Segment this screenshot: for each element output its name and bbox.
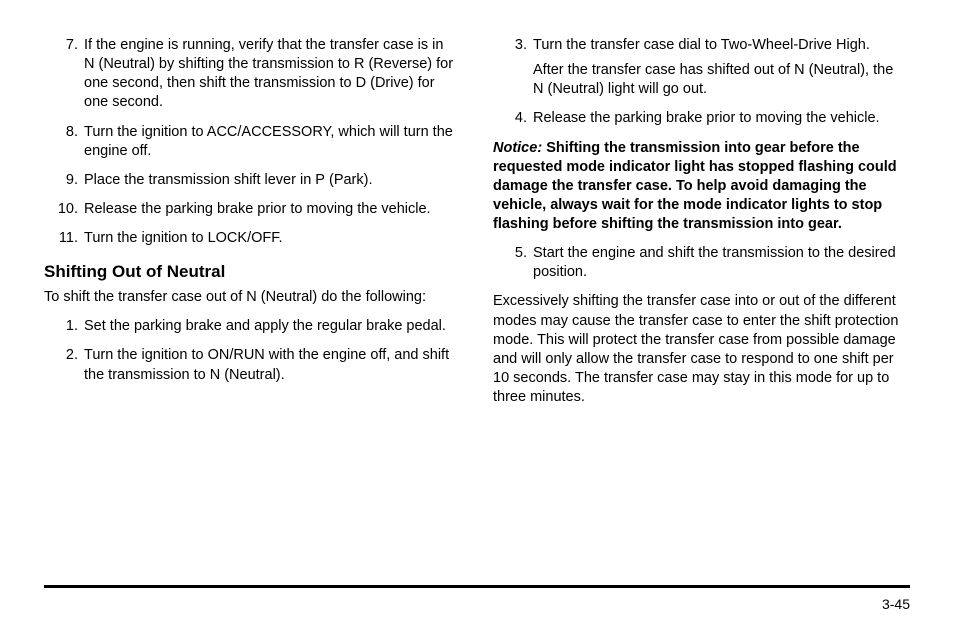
- list-item-text: Turn the transfer case dial to Two‑Wheel…: [533, 37, 870, 53]
- list-item: If the engine is running, verify that th…: [82, 36, 461, 113]
- list-item: Turn the ignition to LOCK/OFF.: [82, 229, 461, 248]
- procedure-list-a: If the engine is running, verify that th…: [44, 36, 461, 248]
- procedure-list-d: Start the engine and shift the transmiss…: [493, 244, 910, 282]
- notice-label: Notice:: [493, 140, 542, 156]
- list-item: Place the transmission shift lever in P …: [82, 171, 461, 190]
- notice-body: Shifting the transmission into gear befo…: [493, 140, 897, 233]
- footer-rule: [44, 585, 910, 588]
- list-item: Release the parking brake prior to movin…: [531, 109, 910, 128]
- procedure-list-b: Set the parking brake and apply the regu…: [44, 317, 461, 384]
- list-item: Release the parking brake prior to movin…: [82, 200, 461, 219]
- list-item: Start the engine and shift the transmiss…: [531, 244, 910, 282]
- list-item: Turn the ignition to ON/RUN with the eng…: [82, 346, 461, 384]
- list-item-continuation: After the transfer case has shifted out …: [533, 61, 910, 99]
- page-number: 3-45: [882, 596, 910, 612]
- section-shifting-out: Shifting Out of Neutral To shift the tra…: [44, 262, 461, 307]
- list-item: Turn the ignition to ACC/ACCESSORY, whic…: [82, 123, 461, 161]
- heading-shifting-out-of-neutral: Shifting Out of Neutral: [44, 262, 461, 282]
- manual-page: If the engine is running, verify that th…: [0, 0, 954, 638]
- list-item: Set the parking brake and apply the regu…: [82, 317, 461, 336]
- procedure-list-c: Turn the transfer case dial to Two‑Wheel…: [493, 36, 910, 129]
- list-item: Turn the transfer case dial to Two‑Wheel…: [531, 36, 910, 99]
- intro-paragraph: To shift the transfer case out of N (Neu…: [44, 288, 461, 307]
- content-columns: If the engine is running, verify that th…: [44, 36, 910, 407]
- closing-paragraph: Excessively shifting the transfer case i…: [493, 292, 910, 407]
- notice-paragraph: Notice: Shifting the transmission into g…: [493, 139, 910, 235]
